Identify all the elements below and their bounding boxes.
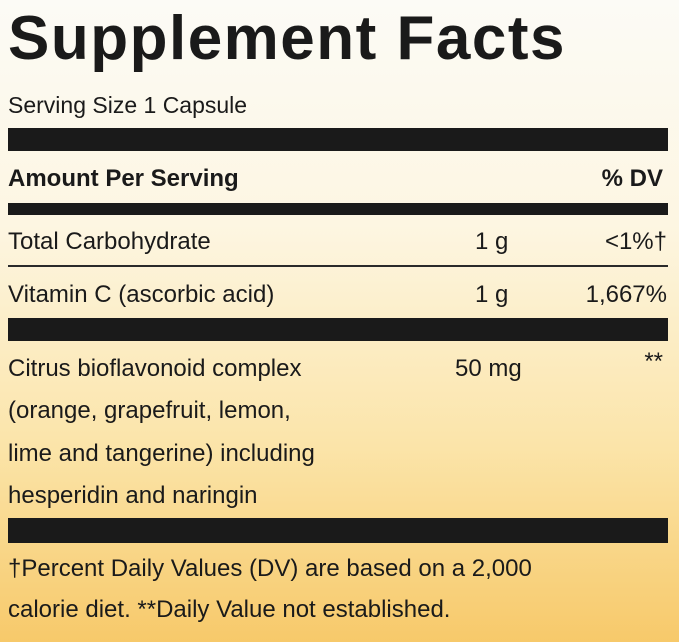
nutrient-amount: 50 mg (455, 355, 522, 382)
nutrient-name: Total Carbohydrate (8, 228, 211, 255)
nutrient-name: Vitamin C (ascorbic acid) (8, 281, 275, 308)
nutrient-name: lime and tangerine) including (8, 440, 315, 467)
nutrient-name: Citrus bioflavonoid complex (8, 355, 302, 382)
amount-header: Amount Per Serving (8, 165, 239, 192)
nutrient-amount: 1 g (475, 228, 509, 255)
divider (8, 518, 668, 543)
nutrient-dv: 1,667% (585, 281, 667, 308)
nutrient-amount: 1 g (475, 281, 509, 308)
divider (8, 128, 668, 151)
nutrient-name: (orange, grapefruit, lemon, (8, 397, 291, 424)
nutrient-dv: ** (644, 348, 663, 375)
nutrient-dv: <1%† (604, 228, 667, 255)
divider (8, 265, 668, 267)
divider (8, 318, 668, 341)
dv-header: % DV (601, 165, 663, 192)
divider (8, 203, 668, 215)
footnote: calorie diet. **Daily Value not establis… (8, 596, 451, 623)
footnote: †Percent Daily Values (DV) are based on … (8, 555, 532, 582)
title: Supplement Facts (8, 4, 566, 73)
serving-size: Serving Size 1 Capsule (8, 92, 248, 118)
nutrient-name: hesperidin and naringin (8, 482, 258, 509)
